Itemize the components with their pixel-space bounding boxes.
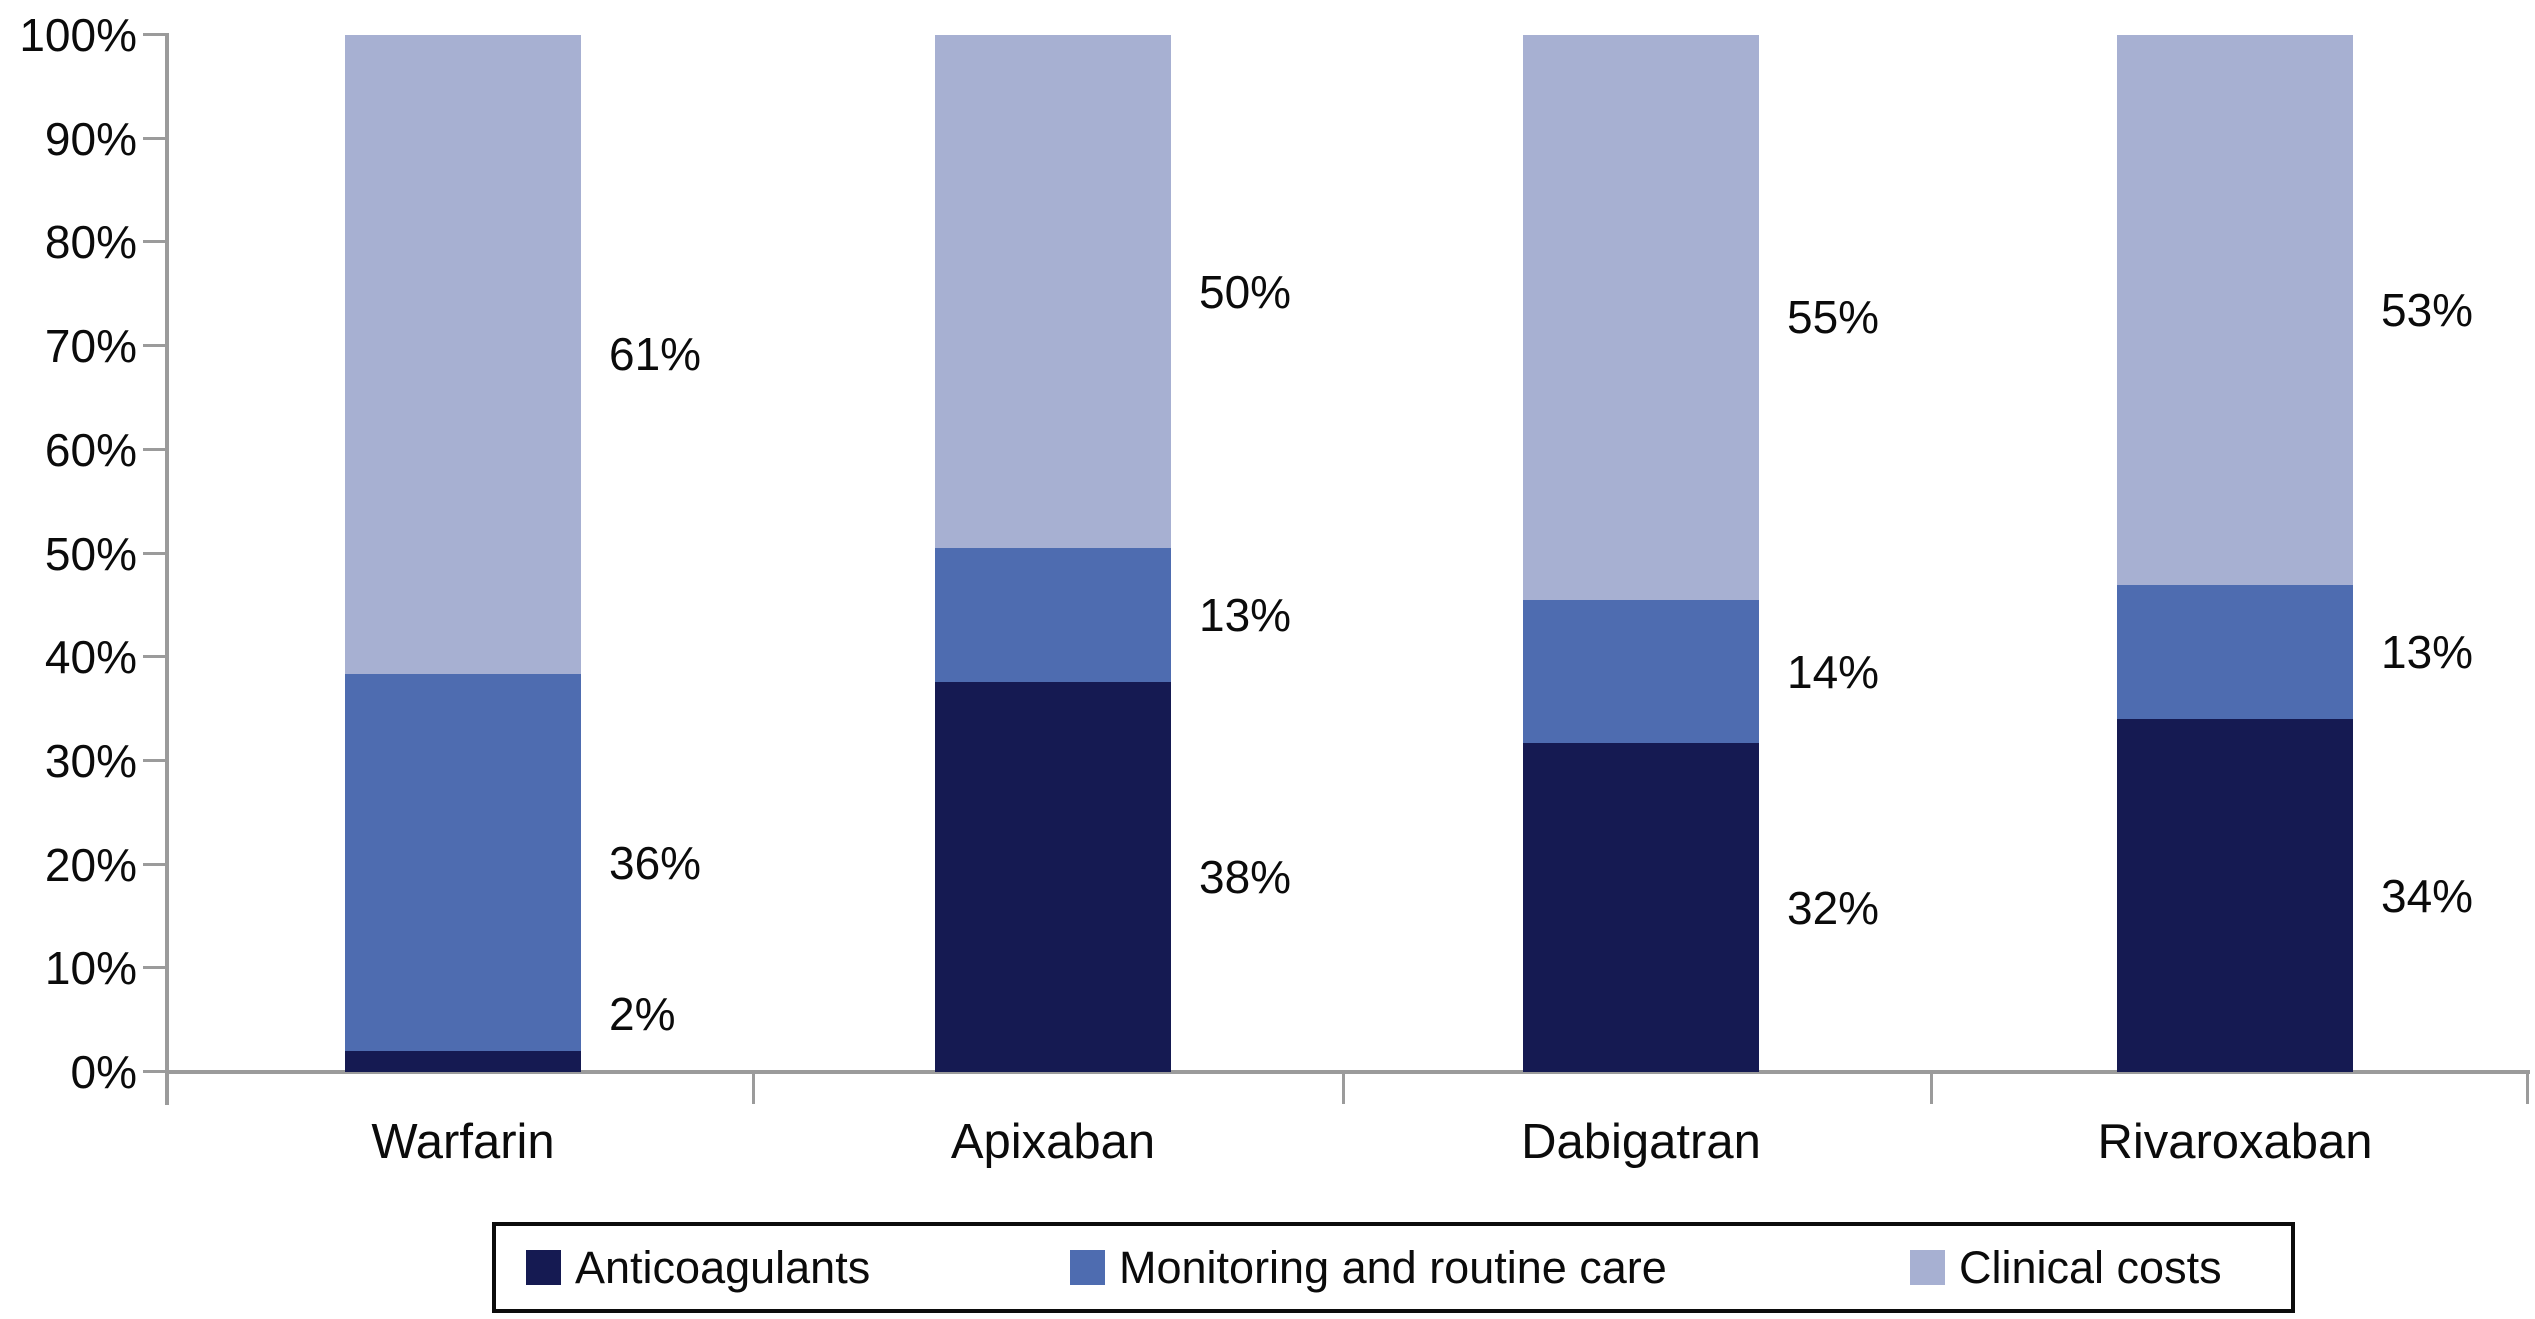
bar-segment bbox=[935, 681, 1171, 1072]
x-tick bbox=[2526, 1072, 2529, 1104]
x-tick bbox=[1930, 1072, 1933, 1104]
x-tick bbox=[1342, 1072, 1345, 1104]
bar-segment bbox=[2117, 719, 2353, 1072]
segment-value-label: 50% bbox=[1199, 265, 1292, 318]
segment-value-label: 2% bbox=[609, 988, 676, 1040]
y-tick-label: 100% bbox=[19, 9, 137, 61]
segment-value-label: 34% bbox=[2381, 869, 2474, 922]
y-tick-label: 70% bbox=[44, 320, 137, 373]
segment-value-label: 13% bbox=[1199, 589, 1292, 642]
y-tick bbox=[143, 1070, 167, 1073]
segment-value-label: 38% bbox=[1199, 850, 1292, 903]
y-tick-label: 40% bbox=[44, 631, 137, 684]
segment-value-label: 53% bbox=[2381, 283, 2474, 336]
category-label: Apixaban bbox=[950, 1115, 1156, 1169]
legend-label: Monitoring and routine care bbox=[1119, 1242, 1667, 1293]
y-tick-label: 20% bbox=[44, 838, 137, 891]
y-tick-label: 10% bbox=[44, 942, 137, 995]
legend-label: Clinical costs bbox=[1959, 1242, 2222, 1293]
y-tick bbox=[143, 862, 167, 866]
x-axis-line bbox=[165, 1070, 2530, 1074]
legend-swatch bbox=[1910, 1250, 1945, 1285]
category-label: Dabigatran bbox=[1521, 1115, 1761, 1169]
bar-segment bbox=[1523, 599, 1759, 744]
bar-segment bbox=[1523, 35, 1759, 600]
bar-segment bbox=[935, 35, 1171, 549]
y-tick bbox=[143, 966, 167, 970]
bar-segment bbox=[2117, 35, 2353, 585]
bar-segment bbox=[345, 673, 581, 1052]
segment-value-label: 13% bbox=[2381, 626, 2474, 678]
segment-value-label: 55% bbox=[1787, 291, 1880, 344]
category-label: Rivaroxaban bbox=[2097, 1115, 2373, 1169]
segment-value-label: 32% bbox=[1787, 881, 1880, 934]
y-tick-label: 50% bbox=[44, 527, 137, 580]
y-tick-label: 90% bbox=[44, 112, 137, 165]
bar-segment bbox=[935, 548, 1171, 682]
category-label: Warfarin bbox=[371, 1115, 555, 1169]
bar-segment bbox=[1523, 743, 1759, 1072]
legend: Anticoagulants Monitoring and routine car… bbox=[492, 1222, 2295, 1313]
segment-value-label: 61% bbox=[609, 328, 702, 381]
segment-value-label: 36% bbox=[609, 836, 702, 889]
y-tick-label: 0% bbox=[70, 1046, 137, 1098]
y-tick bbox=[143, 447, 167, 451]
x-tick bbox=[752, 1072, 755, 1104]
y-tick-label: 80% bbox=[44, 216, 137, 269]
y-tick-label: 60% bbox=[44, 423, 137, 476]
y-tick bbox=[143, 655, 167, 659]
y-tick-label: 30% bbox=[44, 734, 137, 787]
y-tick bbox=[143, 33, 167, 36]
y-tick bbox=[143, 758, 167, 762]
legend-label: Anticoagulants bbox=[575, 1242, 871, 1293]
bar-segment bbox=[345, 1051, 581, 1072]
bar-segment bbox=[345, 35, 581, 674]
segment-value-label: 14% bbox=[1787, 645, 1880, 698]
y-tick bbox=[143, 344, 167, 348]
legend-swatch bbox=[526, 1250, 561, 1285]
legend-swatch bbox=[1070, 1250, 1105, 1285]
y-tick bbox=[143, 136, 167, 140]
y-axis-line bbox=[165, 33, 169, 1105]
bar-segment bbox=[2117, 584, 2353, 720]
y-tick bbox=[143, 240, 167, 244]
y-tick bbox=[143, 551, 167, 555]
